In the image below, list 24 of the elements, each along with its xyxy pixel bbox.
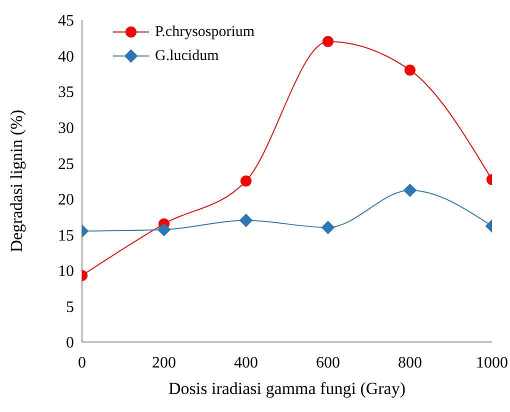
point: [322, 221, 334, 234]
x-tick-label: 200: [152, 354, 176, 372]
x-tick-label: 800: [398, 354, 422, 372]
y-tick-label: 35: [58, 84, 74, 102]
y-tick-label: 10: [58, 263, 74, 280]
x-axis-title: Dosis iradiasi gamma fungi (Gray): [168, 379, 406, 398]
point: [322, 36, 334, 47]
y-tick-label: 30: [58, 120, 74, 138]
y-tick-label: 40: [58, 48, 74, 66]
x-tick-label: 0: [78, 354, 86, 372]
legend-label: P.chrysosporium: [155, 23, 255, 42]
y-axis-title: Degradasi lignin (%): [7, 110, 26, 252]
point: [240, 176, 252, 186]
x-tick-label: 600: [316, 354, 340, 372]
y-tick-label: 5: [66, 298, 74, 316]
y-tick-label: 0: [66, 334, 74, 352]
y-tick-label: 25: [58, 156, 74, 173]
y-tick-label: 45: [58, 12, 74, 30]
y-tick-label: 15: [58, 227, 74, 244]
x-tick-label: 400: [234, 354, 258, 372]
y-tick-label: 20: [58, 192, 74, 209]
point: [240, 214, 252, 227]
x-tick-label: 1000: [476, 354, 508, 372]
legend-label: G.lucidum: [155, 47, 219, 66]
